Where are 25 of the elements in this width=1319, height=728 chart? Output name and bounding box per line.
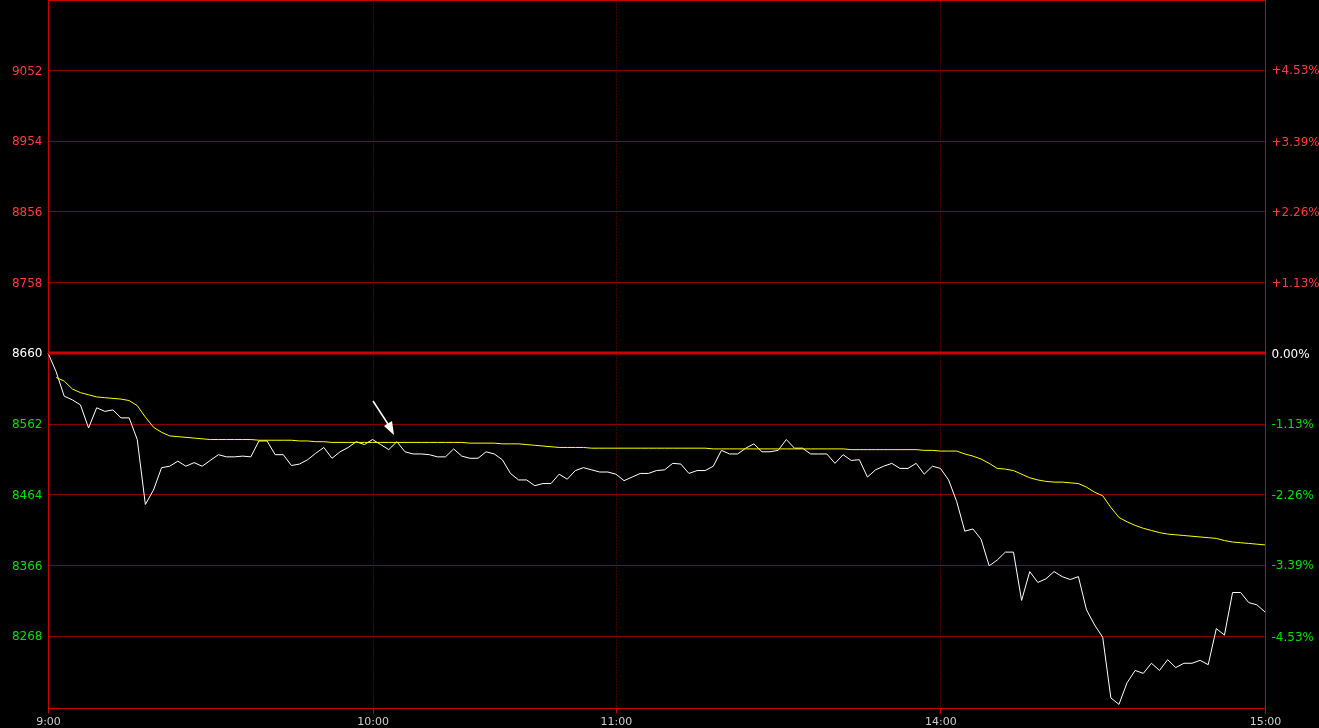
y2-tick-label: 0.00% bbox=[1271, 346, 1310, 361]
y2-tick-label: -4.53% bbox=[1271, 629, 1314, 644]
line-series bbox=[47, 352, 1266, 705]
x-tick-label: 9:00 bbox=[36, 714, 61, 728]
y-tick-label: 8268 bbox=[11, 629, 43, 644]
y2-tick-label: -3.39% bbox=[1271, 558, 1314, 573]
y2-tick-label: +3.39% bbox=[1271, 134, 1319, 149]
x-tick-label: 11:00 bbox=[600, 714, 633, 728]
y2-tick-label: -2.26% bbox=[1271, 487, 1314, 502]
y-tick-label: 8562 bbox=[11, 417, 43, 432]
y-tick-label: 8856 bbox=[11, 204, 43, 219]
y2-tick-label: +1.13% bbox=[1271, 275, 1319, 290]
y-tick-label: 8758 bbox=[11, 275, 43, 290]
x-tick-label: 15:00 bbox=[1249, 714, 1282, 728]
x-tick-label: 14:00 bbox=[925, 714, 957, 728]
y-tick-label: 9052 bbox=[11, 63, 43, 78]
y2-tick-label: +4.53% bbox=[1271, 63, 1319, 78]
y2-tick-label: +2.26% bbox=[1271, 205, 1319, 220]
y-tick-label: 8660 bbox=[11, 346, 43, 361]
y-tick-label: 8464 bbox=[11, 487, 43, 502]
y-tick-label: 8366 bbox=[11, 558, 43, 573]
line-series bbox=[55, 376, 1266, 546]
y-tick-label: 8954 bbox=[11, 134, 43, 149]
y2-tick-label: -1.13% bbox=[1271, 417, 1314, 432]
x-tick-label: 10:00 bbox=[357, 714, 389, 728]
